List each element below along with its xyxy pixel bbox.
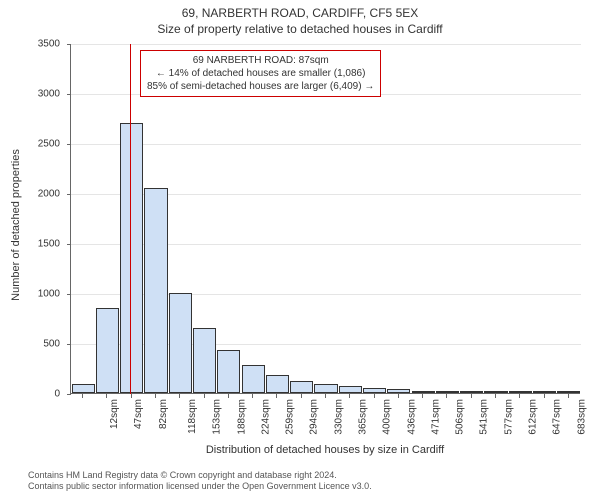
histogram-bar [96,308,119,393]
ytick-label: 2000 [0,189,60,200]
xtick-label: 647sqm [552,399,563,435]
ytick-mark [67,244,71,245]
xtick-mark [374,394,375,398]
xtick-label: 118sqm [187,399,198,434]
callout-box: 69 NARBERTH ROAD: 87sqm ← 14% of detache… [140,50,381,97]
histogram-bar [144,188,167,393]
ytick-mark [67,94,71,95]
xtick-mark [568,394,569,398]
xtick-mark [179,394,180,398]
ytick-label: 500 [0,339,60,350]
histogram-bar [314,384,337,393]
xtick-mark [204,394,205,398]
xtick-mark [398,394,399,398]
histogram-bar [242,365,265,393]
histogram-bar [387,389,410,393]
ytick-label: 1500 [0,239,60,250]
histogram-bar [339,386,362,393]
xtick-mark [325,394,326,398]
ytick-label: 3500 [0,39,60,50]
xtick-label: 47sqm [133,399,144,429]
footer-line-1: Contains HM Land Registry data © Crown c… [28,470,372,481]
histogram-bar [193,328,216,393]
callout-line-2: ← 14% of detached houses are smaller (1,… [147,67,374,80]
histogram-bar [72,384,95,393]
xtick-mark [471,394,472,398]
histogram-bar [363,388,386,394]
gridline [71,144,581,145]
histogram-bar [120,123,143,393]
xtick-mark [106,394,107,398]
xtick-label: 188sqm [236,399,247,435]
xtick-label: 259sqm [285,399,296,435]
footer-attribution: Contains HM Land Registry data © Crown c… [28,470,372,493]
xtick-mark [446,394,447,398]
xtick-label: 294sqm [309,399,320,435]
ytick-mark [67,144,71,145]
histogram-bar [290,381,313,393]
title-line-2: Size of property relative to detached ho… [0,22,600,36]
xtick-label: 436sqm [406,399,417,435]
xtick-label: 471sqm [430,399,441,435]
xtick-label: 683sqm [576,399,587,435]
xtick-label: 153sqm [212,399,223,435]
xtick-mark [495,394,496,398]
xtick-label: 400sqm [382,399,393,435]
xtick-label: 330sqm [333,399,344,435]
ytick-label: 3000 [0,89,60,100]
ytick-label: 0 [0,389,60,400]
histogram-bar [557,391,580,393]
xtick-mark [252,394,253,398]
xtick-mark [82,394,83,398]
ytick-label: 2500 [0,139,60,150]
histogram-bar [412,391,435,393]
chart-container: 69, NARBERTH ROAD, CARDIFF, CF5 5EX Size… [0,0,600,500]
xtick-label: 365sqm [358,399,369,435]
footer-line-2: Contains public sector information licen… [28,481,372,492]
xtick-mark [301,394,302,398]
xtick-mark [544,394,545,398]
xtick-mark [276,394,277,398]
xtick-label: 506sqm [455,399,466,435]
xtick-mark [349,394,350,398]
histogram-bar [266,375,289,393]
xtick-label: 12sqm [109,399,120,429]
histogram-bar [484,391,507,393]
histogram-bar [509,391,532,393]
xtick-label: 612sqm [528,399,539,435]
callout-line-3: 85% of semi-detached houses are larger (… [147,80,374,93]
xtick-mark [519,394,520,398]
histogram-bar [460,391,483,393]
ytick-mark [67,294,71,295]
xtick-label: 82sqm [158,399,169,429]
ytick-mark [67,394,71,395]
histogram-bar [217,350,240,393]
histogram-bar [533,391,556,393]
gridline [71,44,581,45]
ytick-mark [67,194,71,195]
xtick-mark [228,394,229,398]
chart-area: 69 NARBERTH ROAD: 87sqm ← 14% of detache… [70,44,580,394]
xtick-mark [422,394,423,398]
ytick-mark [67,44,71,45]
x-axis-label: Distribution of detached houses by size … [70,444,580,456]
ytick-label: 1000 [0,289,60,300]
ytick-mark [67,344,71,345]
callout-line-1: 69 NARBERTH ROAD: 87sqm [147,54,374,67]
title-line-1: 69, NARBERTH ROAD, CARDIFF, CF5 5EX [0,6,600,20]
xtick-label: 224sqm [260,399,271,435]
histogram-bar [169,293,192,393]
histogram-bar [436,391,459,393]
property-marker-line [130,44,131,394]
xtick-mark [131,394,132,398]
xtick-label: 577sqm [503,399,514,435]
xtick-mark [155,394,156,398]
xtick-label: 541sqm [479,399,490,435]
